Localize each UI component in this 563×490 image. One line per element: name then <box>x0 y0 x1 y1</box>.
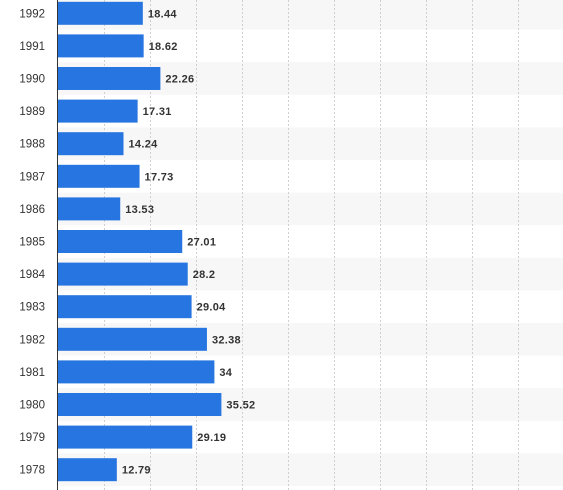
y-tick-label-1980: 1980 <box>19 400 45 412</box>
data-label-1984: 28.2 <box>193 269 216 281</box>
bar-1985[interactable] <box>58 230 183 253</box>
data-label-1992: 18.44 <box>148 8 178 20</box>
data-label-1981: 34 <box>219 367 232 379</box>
bar-1983[interactable] <box>58 295 192 319</box>
y-tick-label-1981: 1981 <box>19 367 45 379</box>
y-tick-label-1988: 1988 <box>19 139 45 151</box>
bar-1986[interactable] <box>58 197 121 221</box>
y-tick-label-1982: 1982 <box>19 334 45 346</box>
bar-1988[interactable] <box>58 132 124 156</box>
y-tick-label-1983: 1983 <box>19 302 45 314</box>
data-label-1980: 35.52 <box>226 400 255 412</box>
bar-1979[interactable] <box>58 425 193 449</box>
data-label-1982: 32.38 <box>212 334 241 346</box>
y-tick-label-1991: 1991 <box>19 41 45 53</box>
data-label-1979: 29.19 <box>197 432 226 444</box>
y-tick-label-1992: 1992 <box>19 8 45 20</box>
bar-1981[interactable] <box>58 360 215 384</box>
data-label-1985: 27.01 <box>187 237 216 249</box>
data-label-1983: 29.04 <box>197 302 227 314</box>
data-label-1988: 14.24 <box>129 139 159 151</box>
bar-1980[interactable] <box>58 393 222 416</box>
y-tick-label-1978: 1978 <box>19 465 45 477</box>
bar-1992[interactable] <box>58 1 143 25</box>
row-stripe <box>58 127 563 160</box>
data-label-1987: 17.73 <box>145 171 174 183</box>
data-label-1986: 13.53 <box>125 204 154 216</box>
data-label-1989: 17.31 <box>143 106 172 118</box>
y-tick-label-1989: 1989 <box>19 106 45 118</box>
y-tick-label-1979: 1979 <box>19 432 45 444</box>
y-tick-label-1986: 1986 <box>19 204 45 216</box>
bar-1990[interactable] <box>58 67 161 90</box>
bar-1982[interactable] <box>58 327 207 351</box>
row-stripe <box>58 453 563 486</box>
row-stripe <box>58 192 563 226</box>
data-label-1991: 18.62 <box>149 41 178 53</box>
y-tick-label-1984: 1984 <box>19 269 45 281</box>
y-tick-label-1990: 1990 <box>19 74 45 86</box>
bar-1987[interactable] <box>58 164 140 188</box>
y-tick-label-1987: 1987 <box>19 171 45 183</box>
bar-1984[interactable] <box>58 262 188 286</box>
data-label-1990: 22.26 <box>165 74 194 86</box>
bar-1989[interactable] <box>58 99 138 123</box>
bar-1978[interactable] <box>58 458 117 482</box>
bar-1991[interactable] <box>58 34 144 58</box>
data-label-1978: 12.79 <box>122 465 151 477</box>
y-tick-label-1985: 1985 <box>19 237 45 249</box>
